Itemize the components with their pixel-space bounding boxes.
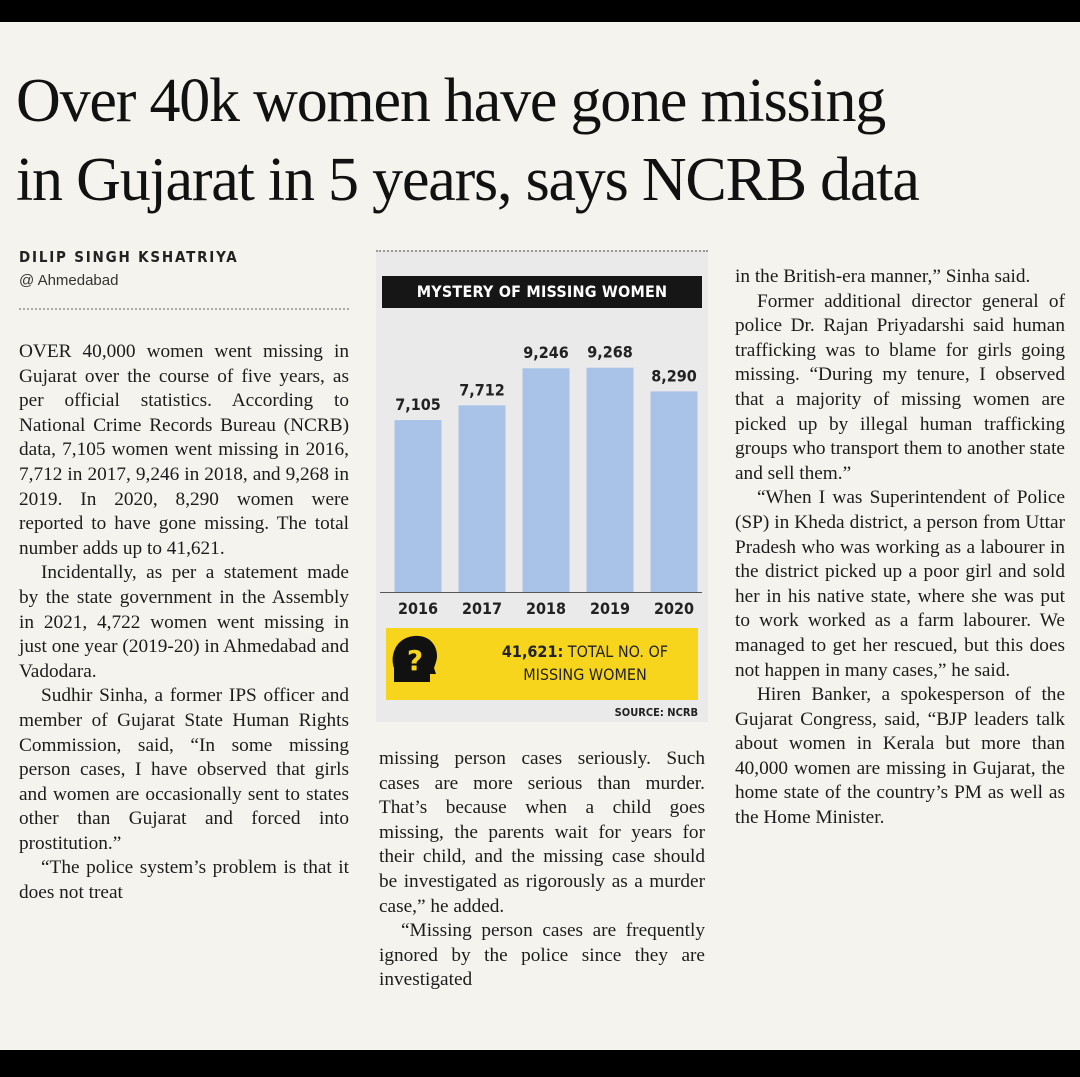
total-callout: ? 41,621: TOTAL NO. OF MISSING WOMEN bbox=[386, 628, 698, 700]
bar-value-label: 9,246 bbox=[523, 343, 569, 362]
missing-women-chart: MYSTERY OF MISSING WOMEN 7,105 2016 7,712 2… bbox=[376, 250, 708, 722]
chart-title: MYSTERY OF MISSING WOMEN bbox=[382, 276, 702, 308]
total-missing-text: 41,621: TOTAL NO. OF MISSING WOMEN bbox=[478, 640, 692, 686]
bar-2019 bbox=[586, 367, 634, 592]
total-label: TOTAL NO. OF MISSING WOMEN bbox=[523, 642, 669, 684]
paragraph: Incidentally, as per a statement made by… bbox=[19, 562, 349, 682]
paragraph: “When I was Superintendent of Police (SP… bbox=[735, 487, 1065, 681]
bar-value-label: 7,105 bbox=[395, 395, 441, 414]
headline: Over 40k women have gone missing in Guja… bbox=[16, 62, 1066, 220]
paragraph: Sudhir Sinha, a former IPS officer and m… bbox=[19, 685, 349, 854]
bar-chart-svg: 7,105 2016 7,712 2017 9,246 2018 9,268 2019 8,29… bbox=[380, 343, 702, 618]
paragraph: “Missing person cases are frequently ign… bbox=[379, 920, 705, 991]
question-head-icon: ? bbox=[392, 635, 438, 682]
bar-2018 bbox=[522, 368, 570, 592]
newspaper-clipping: Over 40k women have gone missing in Guja… bbox=[0, 22, 1080, 1050]
chart-source: SOURCE: NCRB bbox=[614, 706, 698, 719]
paragraph: “The police system’s problem is that it … bbox=[19, 857, 349, 904]
bar-2016 bbox=[394, 420, 442, 592]
article-column-2: missing person cases seriously. Such cas… bbox=[379, 747, 705, 993]
paragraph: missing person cases seriously. Such cas… bbox=[379, 748, 705, 917]
x-tick-label: 2018 bbox=[526, 599, 566, 618]
paragraph: Hiren Banker, a spokesperson of the Guja… bbox=[735, 684, 1065, 829]
paragraph: in the British-era manner,” Sinha said. bbox=[735, 266, 1031, 287]
dotted-divider bbox=[19, 308, 349, 310]
bar-value-label: 9,268 bbox=[587, 343, 633, 362]
paragraph: OVER 40,000 women went missing in Gujara… bbox=[19, 341, 349, 559]
headline-line-2: in Gujarat in 5 years, says NCRB data bbox=[16, 146, 920, 214]
bar-value-label: 8,290 bbox=[651, 366, 697, 385]
bar-value-label: 7,712 bbox=[459, 380, 505, 399]
x-tick-label: 2016 bbox=[398, 599, 438, 618]
x-tick-label: 2017 bbox=[462, 599, 502, 618]
article-column-3: in the British-era manner,” Sinha said. … bbox=[735, 265, 1065, 831]
article-column-1: OVER 40,000 women went missing in Gujara… bbox=[19, 340, 349, 906]
x-tick-label: 2020 bbox=[654, 599, 694, 618]
svg-text:?: ? bbox=[407, 644, 423, 677]
x-tick-label: 2019 bbox=[590, 599, 630, 618]
byline: DILIP SINGH KSHATRIYA bbox=[19, 248, 239, 266]
paragraph: Former additional director general of po… bbox=[735, 290, 1065, 484]
bar-2017 bbox=[458, 405, 506, 592]
headline-line-1: Over 40k women have gone missing bbox=[16, 67, 886, 135]
dateline: @ Ahmedabad bbox=[19, 272, 119, 289]
total-number: 41,621: bbox=[501, 642, 564, 661]
bar-2020 bbox=[650, 391, 698, 592]
